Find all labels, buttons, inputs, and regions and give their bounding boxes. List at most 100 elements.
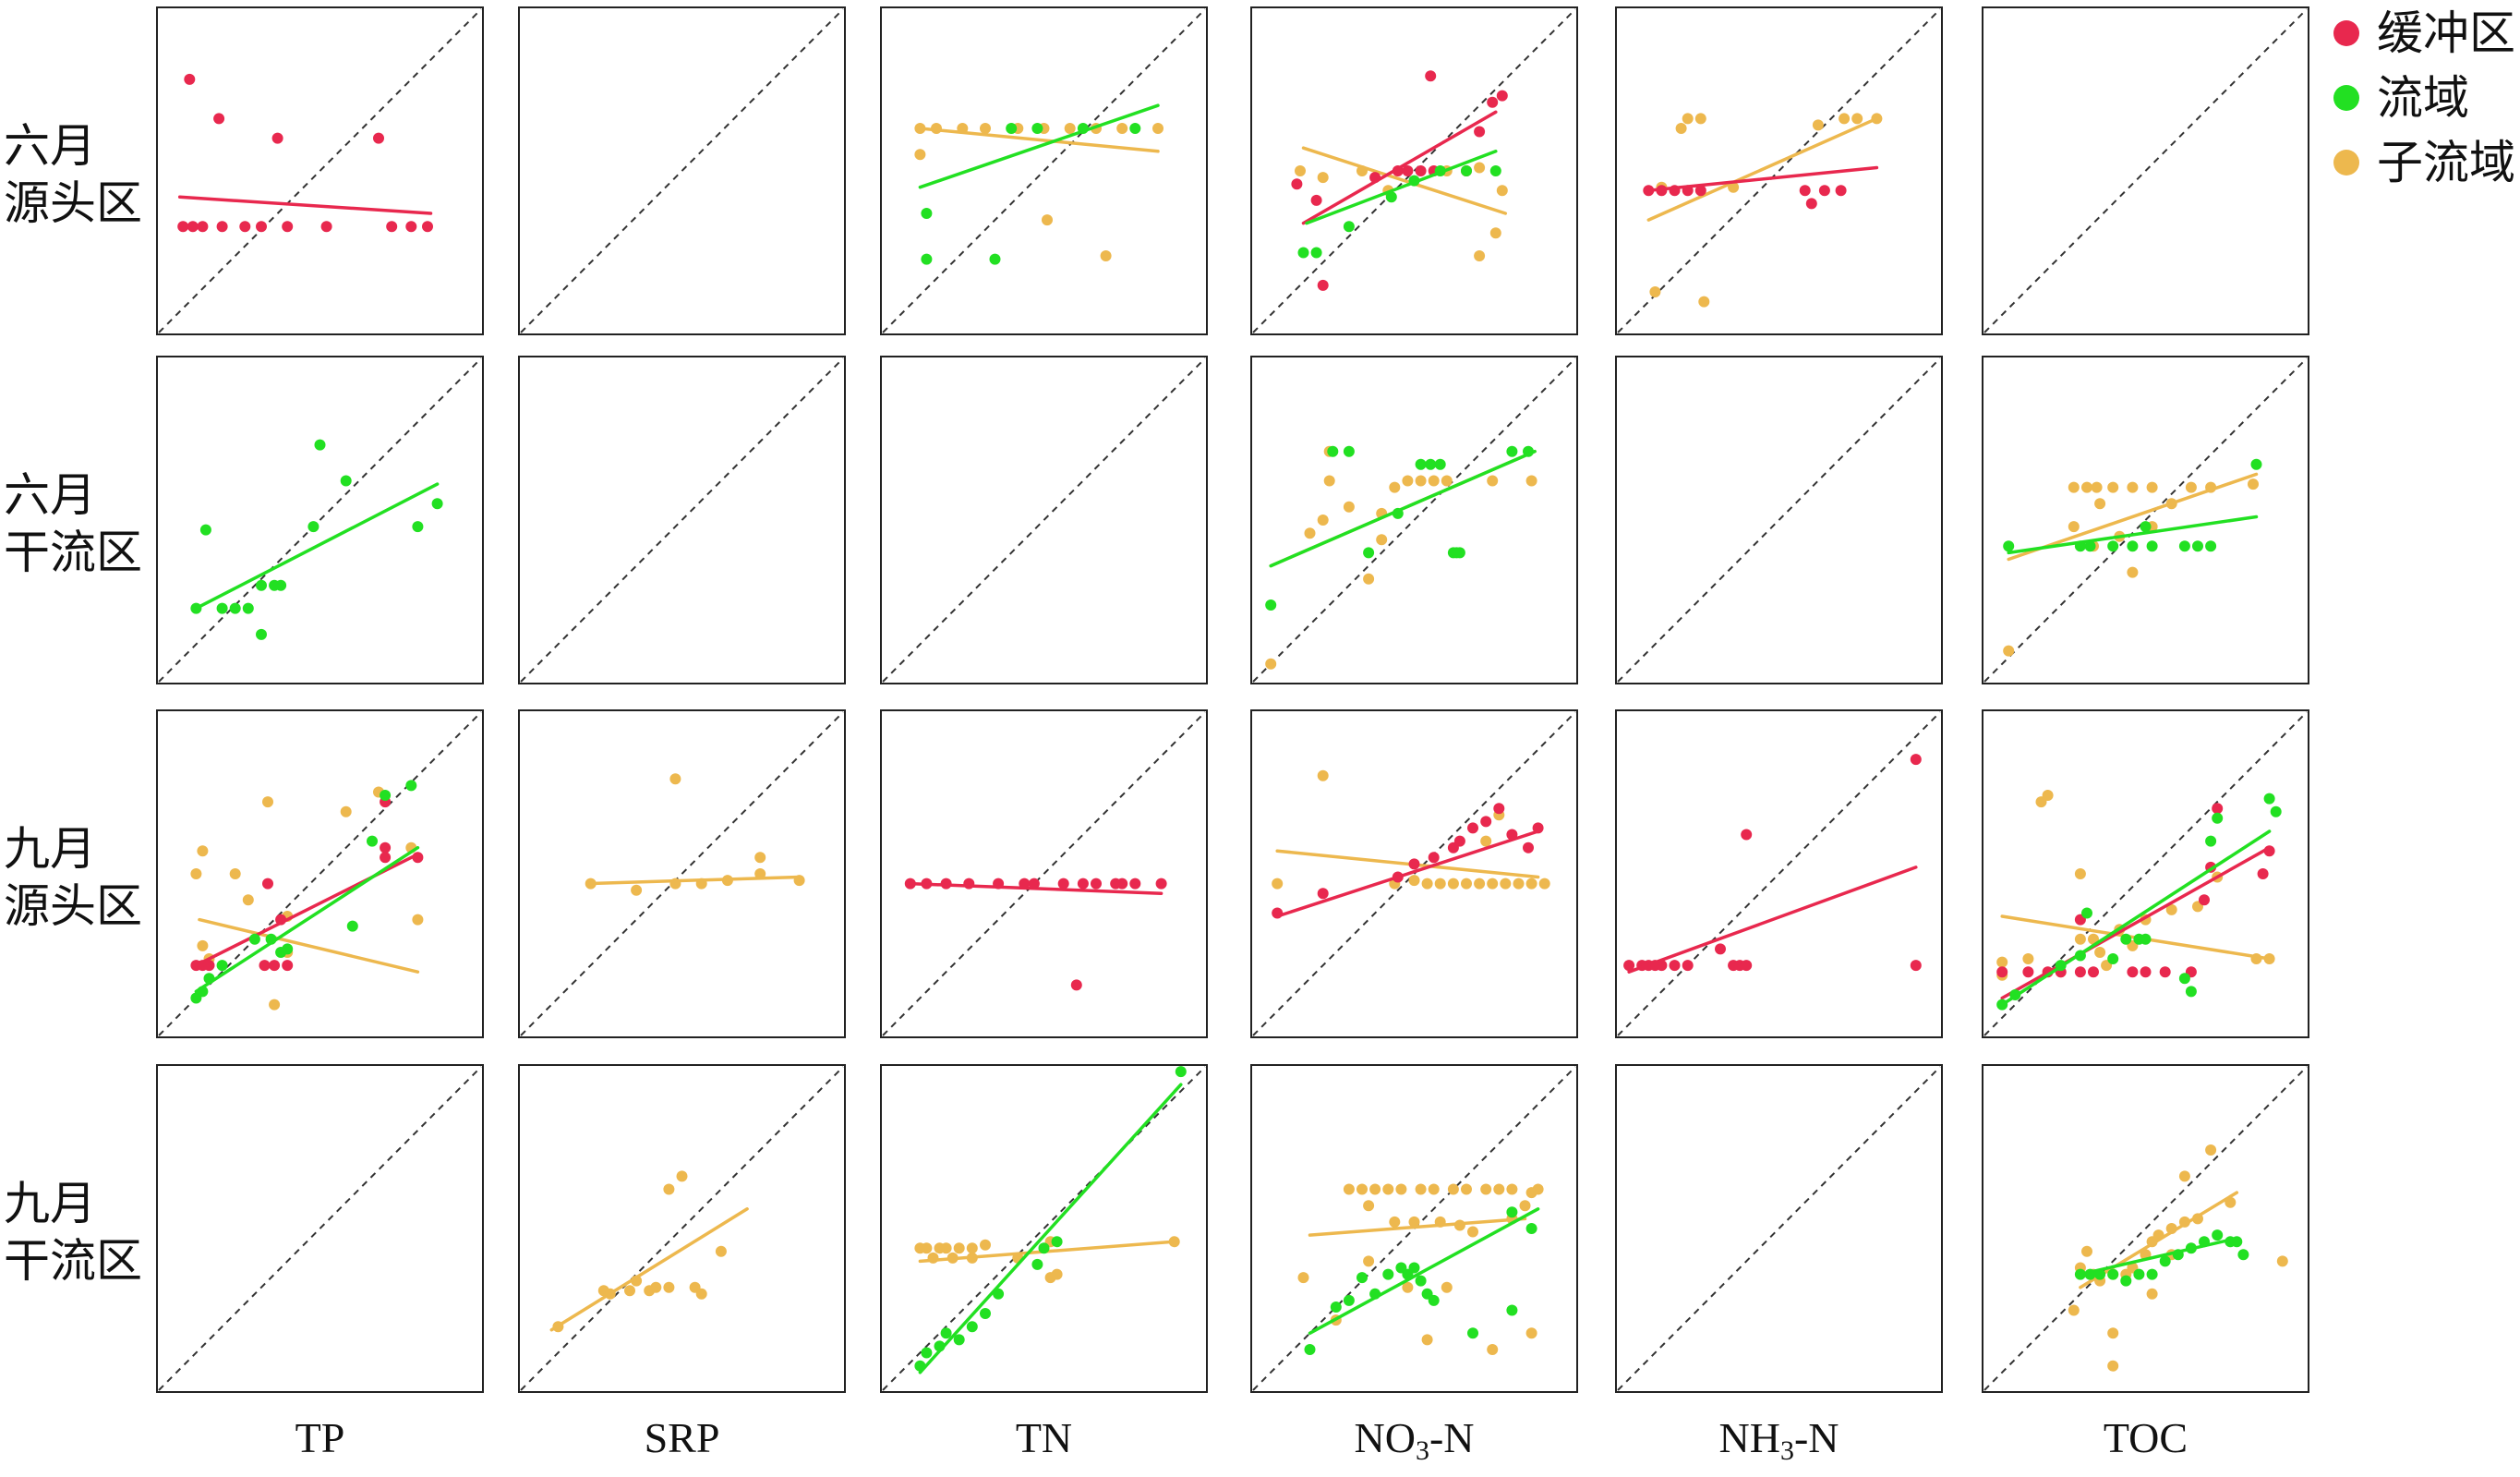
buffer-point	[1741, 960, 1753, 972]
column-labels: TP SRP TN NO3-N NH3-N TOC	[295, 1414, 2188, 1466]
subwatershed-point	[980, 1239, 991, 1251]
subwatershed-point	[1408, 1216, 1420, 1228]
subwatershed-fit-line	[198, 917, 420, 974]
watershed-point	[1031, 123, 1043, 134]
buffer-point	[386, 221, 398, 233]
identity-reference-line	[1617, 1066, 1941, 1391]
watershed-fit-line	[2000, 829, 2272, 1007]
watershed-point	[2250, 458, 2262, 470]
buffer-point	[1818, 185, 1830, 197]
subwatershed-point	[980, 123, 991, 134]
subwatershed-point	[1513, 878, 1525, 890]
subwatershed-point	[754, 852, 766, 864]
watershed-point	[2212, 812, 2224, 824]
watershed-point	[2140, 933, 2152, 945]
watershed-point	[256, 628, 267, 640]
subwatershed-fit-line	[1301, 146, 1508, 215]
subwatershed-point	[190, 868, 202, 879]
panel-r1-c5	[1615, 6, 1943, 335]
subwatershed-point	[1295, 165, 1306, 176]
subwatershed-point	[2074, 933, 2086, 945]
watershed-point	[1265, 599, 1277, 611]
watershed-point	[282, 943, 294, 955]
watershed-fit-line	[918, 103, 1160, 189]
buffer-point	[1996, 966, 2008, 978]
panel-r2-c1	[156, 356, 484, 684]
watershed-fit-line	[194, 482, 440, 611]
subwatershed-point	[2248, 478, 2259, 490]
identity-reference-line	[1252, 357, 1576, 683]
column-label-4: NO3-N	[1355, 1414, 1475, 1466]
subwatershed-point	[1493, 1183, 1505, 1195]
subwatershed-point	[2094, 498, 2106, 510]
watershed-point	[1453, 547, 1465, 559]
legend-marker-watershed	[2333, 85, 2359, 111]
subwatershed-point	[2146, 481, 2158, 493]
subwatershed-point	[229, 868, 241, 879]
buffer-point	[373, 132, 384, 144]
subwatershed-point	[676, 1170, 688, 1182]
subwatershed-point	[1851, 113, 1863, 125]
buffer-point	[1805, 198, 1817, 210]
subwatershed-point	[1272, 878, 1284, 890]
buffer-point	[203, 960, 215, 972]
subwatershed-point	[1487, 475, 1499, 487]
watershed-fit-line	[2079, 1236, 2239, 1277]
subwatershed-point	[2022, 953, 2034, 964]
watershed-point	[1051, 1236, 1063, 1248]
identity-reference-line	[158, 357, 482, 683]
panel-r3-c2	[518, 709, 846, 1038]
watershed-point	[275, 579, 287, 591]
watershed-point	[921, 208, 933, 219]
column-label-6: TOC	[2104, 1414, 2188, 1461]
subwatershed-point	[1447, 878, 1459, 890]
panel-r4-c2	[518, 1064, 846, 1393]
watershed-point	[1408, 1262, 1420, 1274]
subwatershed-point	[1317, 172, 1329, 184]
subwatershed-point	[2185, 481, 2197, 493]
subwatershed-point	[1343, 1183, 1355, 1195]
subwatershed-point	[2107, 1327, 2119, 1339]
watershed-point	[1425, 458, 1437, 470]
subwatershed-fit-line	[2079, 1191, 2239, 1289]
identity-reference-line	[882, 711, 1206, 1036]
subwatershed-point	[1317, 515, 1329, 526]
subwatershed-fit-line	[1646, 116, 1879, 222]
watershed-point	[1297, 247, 1309, 259]
subwatershed-point	[1376, 534, 1388, 546]
subwatershed-point	[631, 884, 643, 896]
subwatershed-point	[1461, 1183, 1472, 1195]
watershed-point	[1506, 1304, 1518, 1316]
subwatershed-point	[1343, 501, 1355, 513]
subwatershed-point	[1415, 1183, 1427, 1195]
subwatershed-point	[2068, 1304, 2080, 1316]
watershed-point	[2146, 540, 2158, 552]
subwatershed-point	[2205, 1144, 2217, 1156]
subwatershed-point	[1363, 573, 1375, 585]
identity-reference-line	[520, 357, 844, 683]
buffer-point	[1425, 70, 1437, 82]
buffer-point	[1910, 960, 1922, 972]
subwatershed-point	[1152, 123, 1164, 134]
watershed-point	[256, 579, 267, 591]
buffer-point	[1523, 841, 1534, 854]
subwatershed-point	[1297, 1272, 1309, 1284]
watershed-point	[1310, 247, 1322, 259]
buffer-point	[2022, 966, 2034, 978]
watershed-point	[2107, 540, 2119, 552]
buffer-point	[262, 878, 273, 890]
subwatershed-point	[1421, 878, 1433, 890]
watershed-point	[405, 780, 417, 792]
subwatershed-point	[1447, 1183, 1459, 1195]
legend-label-watershed: 流域	[2377, 72, 2469, 124]
panel-r3-c5	[1615, 709, 1943, 1038]
subwatershed-point	[940, 1242, 952, 1254]
column-label-text: NO	[1355, 1414, 1416, 1461]
subwatershed-point	[1461, 878, 1472, 890]
subwatershed-point	[1415, 475, 1427, 487]
watershed-point	[216, 960, 228, 972]
subwatershed-point	[412, 914, 424, 926]
identity-reference-line	[882, 1066, 1206, 1391]
buffer-point	[1453, 835, 1465, 847]
